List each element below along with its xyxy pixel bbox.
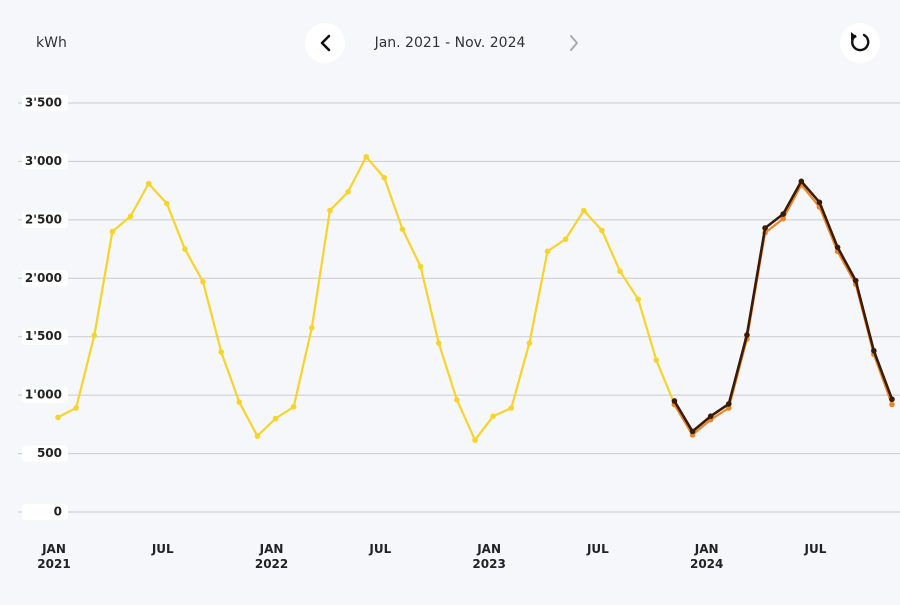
data-point xyxy=(617,268,623,275)
data-point xyxy=(490,413,496,419)
data-point xyxy=(599,227,605,234)
data-point xyxy=(762,225,768,231)
x-tick-label: JUL xyxy=(804,542,827,556)
data-point xyxy=(127,213,134,220)
data-point xyxy=(254,433,261,439)
y-tick-label-bg xyxy=(22,387,68,404)
y-tick-label-bg xyxy=(22,328,68,345)
data-point xyxy=(309,325,315,331)
data-point xyxy=(163,200,170,207)
data-point xyxy=(816,199,823,206)
data-point xyxy=(798,178,805,185)
data-point xyxy=(55,414,61,421)
next-button[interactable] xyxy=(570,35,578,51)
data-point xyxy=(73,405,79,411)
data-point xyxy=(707,413,714,419)
data-point xyxy=(381,174,388,181)
data-point xyxy=(780,211,786,217)
data-point xyxy=(91,332,98,339)
y-tick-label-bg xyxy=(22,95,68,111)
reset-icon[interactable] xyxy=(851,33,870,52)
data-point xyxy=(218,349,224,355)
y-tick-label-bg xyxy=(22,270,68,287)
y-tick-label: 1'000 xyxy=(25,388,62,402)
data-point xyxy=(417,263,424,270)
x-tick-label: JUL xyxy=(151,542,174,556)
previous-button[interactable] xyxy=(305,23,345,63)
data-point xyxy=(544,248,551,255)
reset-arrow[interactable] xyxy=(851,32,857,40)
data-point xyxy=(472,437,478,443)
data-point xyxy=(508,405,515,411)
data-point xyxy=(744,332,750,338)
y-tick-label-bg xyxy=(22,504,68,520)
data-point xyxy=(871,347,877,354)
data-point xyxy=(236,399,243,405)
data-point xyxy=(689,428,696,435)
x-tick-label: JUL xyxy=(368,542,391,556)
y-tick-label-bg xyxy=(22,153,68,170)
data-point xyxy=(726,401,732,407)
y-tick-label: 1'500 xyxy=(25,329,62,343)
x-tick-label: JAN 2023 xyxy=(472,542,505,571)
data-point xyxy=(327,207,333,214)
data-point xyxy=(145,180,152,187)
previous-button-bg[interactable] xyxy=(305,23,345,63)
data-point xyxy=(653,357,660,363)
y-tick-label: 3'500 xyxy=(25,96,62,110)
reset-button[interactable] xyxy=(840,23,880,63)
data-point xyxy=(200,278,206,285)
data-point xyxy=(580,207,587,214)
data-point xyxy=(363,153,370,160)
x-tick-label: JAN 2024 xyxy=(690,542,723,571)
y-tick-label: 0 xyxy=(54,505,62,519)
y-tick-label: 2'000 xyxy=(25,271,62,285)
data-point xyxy=(109,228,116,235)
data-point xyxy=(526,340,533,346)
data-point xyxy=(834,244,841,251)
data-point xyxy=(889,396,895,403)
y-tick-label: 3'000 xyxy=(25,154,62,168)
data-point xyxy=(562,236,569,242)
y-tick-label-bg xyxy=(22,211,68,228)
data-point xyxy=(454,397,460,403)
date-range: Jan. 2021 - Nov. 2024 xyxy=(374,35,526,51)
data-point xyxy=(635,296,641,303)
data-point xyxy=(435,340,442,346)
y-tick-label: 500 xyxy=(37,446,62,460)
data-point xyxy=(852,277,859,284)
x-tick-label: JAN 2022 xyxy=(255,542,288,571)
data-point xyxy=(671,398,678,404)
data-point xyxy=(889,401,895,408)
y-axis-label: kWh xyxy=(36,35,67,51)
data-point xyxy=(290,404,297,410)
data-point xyxy=(345,189,351,195)
previous-icon[interactable] xyxy=(320,34,331,52)
series xyxy=(671,178,895,435)
data-point xyxy=(726,405,732,411)
data-point xyxy=(399,226,406,233)
x-tick-label: JUL xyxy=(586,542,609,556)
y-tick-label: 2'500 xyxy=(25,212,62,226)
x-tick-label: JAN 2021 xyxy=(37,542,70,571)
data-point xyxy=(780,215,786,222)
data-point xyxy=(182,246,188,252)
y-tick-label-bg xyxy=(22,445,68,462)
data-point xyxy=(272,415,279,422)
reset-button-bg[interactable] xyxy=(840,23,880,63)
